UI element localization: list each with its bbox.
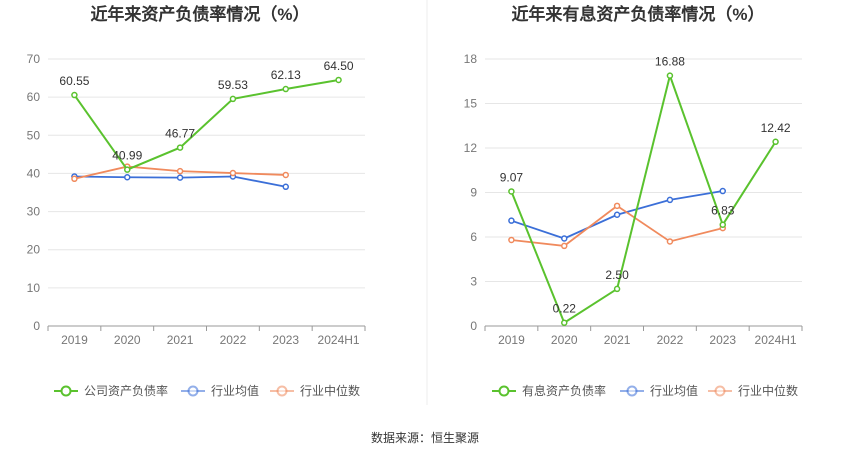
data-point [613,285,621,293]
data-point [124,173,131,181]
data-point [71,175,78,183]
data-point [613,202,621,210]
y-tick-label: 20 [27,243,41,257]
data-label: 46.77 [165,127,195,141]
series-line [510,72,777,325]
data-point [613,211,621,218]
data-label: 16.88 [655,55,685,69]
data-point [666,196,674,204]
legend-label: 有息资产负债率 [522,383,606,398]
legend-label: 公司资产负债率 [84,383,168,398]
data-point [335,76,342,84]
y-tick-label: 0 [33,319,40,333]
legend-item[interactable]: 有息资产负债率 [492,383,606,398]
x-tick-label: 2024H1 [755,333,797,347]
legend-label: 行业均值 [650,383,698,398]
data-point [508,217,515,224]
data-label: 0.22 [553,302,577,316]
data-point [719,187,726,195]
x-tick-label: 2020 [114,333,141,347]
legend-swatch-marker [498,385,510,397]
x-tick-label: 2019 [498,333,525,347]
x-tick-label: 2023 [272,333,299,347]
data-point [176,167,184,175]
y-tick-label: 30 [27,205,41,219]
chart-title: 近年来资产负债率情况（%） [90,4,309,24]
y-tick-label: 15 [464,97,478,111]
y-tick-label: 10 [27,281,41,295]
legend-label: 行业中位数 [300,383,360,398]
x-tick-label: 2021 [167,333,194,347]
data-point [229,169,237,177]
y-tick-label: 0 [470,319,477,333]
data-point [282,171,289,179]
y-tick-label: 9 [470,186,477,200]
legend-swatch-marker [60,385,72,397]
legend-item[interactable]: 行业中位数 [270,383,360,398]
legend-swatch-marker [276,385,288,397]
y-tick-label: 40 [27,166,41,180]
data-point [666,238,674,245]
legend-label: 行业中位数 [738,383,798,398]
data-point [282,85,289,93]
x-tick-label: 2021 [604,333,631,347]
data-label: 6.83 [711,204,735,218]
data-label: 59.53 [218,78,248,92]
legend-swatch-marker [714,385,726,397]
legend-item[interactable]: 公司资产负债率 [54,383,168,398]
x-tick-label: 2019 [61,333,88,347]
data-label: 9.07 [500,170,524,184]
legend-item[interactable]: 行业均值 [181,383,259,398]
y-tick-label: 6 [470,230,477,244]
x-tick-label: 2020 [551,333,578,347]
data-point [508,236,515,244]
data-label: 2.50 [605,268,629,282]
legend-swatch-marker [187,385,199,397]
data-label: 60.55 [59,74,89,88]
data-label: 62.13 [271,68,301,82]
data-point [666,72,674,79]
data-point [176,174,184,181]
legend-label: 行业均值 [211,383,259,398]
data-point [719,221,726,228]
x-tick-label: 2023 [709,333,736,347]
y-tick-label: 18 [464,52,478,66]
chart-title: 近年来有息资产负债率情况（%） [511,4,764,24]
y-tick-label: 3 [470,275,477,289]
x-tick-label: 2022 [220,333,247,347]
data-point [229,95,237,103]
data-point [561,242,568,250]
x-tick-label: 2022 [657,333,684,347]
legend-item[interactable]: 行业中位数 [708,383,798,398]
data-point [71,91,78,99]
data-point [561,319,568,326]
data-point [176,144,184,151]
y-tick-label: 70 [27,52,41,66]
data-label: 12.42 [761,121,791,135]
data-point [561,235,568,242]
data-source-text: 数据来源：恒生聚源 [371,430,479,445]
data-label: 40.99 [112,149,142,163]
data-point [282,183,289,191]
data-point [772,138,779,146]
series-line [73,78,339,171]
x-tick-label: 2024H1 [318,333,360,347]
legend-item[interactable]: 行业均值 [620,383,698,398]
y-tick-label: 60 [27,90,41,104]
y-tick-label: 50 [27,128,41,142]
data-point [508,188,515,195]
data-label: 64.50 [324,59,354,73]
legend-swatch-marker [626,385,638,397]
data-point [124,166,131,173]
y-tick-label: 12 [464,141,478,155]
